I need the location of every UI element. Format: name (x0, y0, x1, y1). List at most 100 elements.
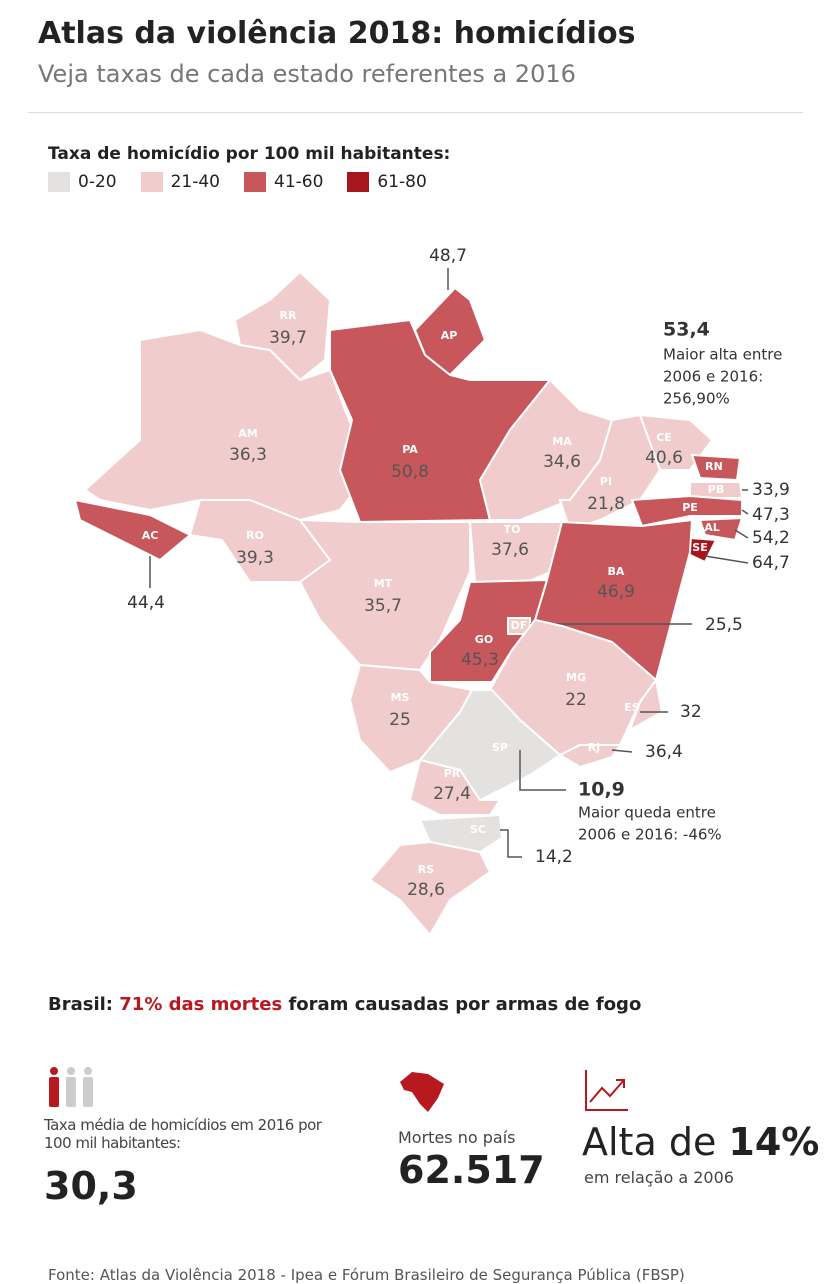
leader-line (519, 750, 566, 791)
legend-label: 41-60 (274, 172, 324, 192)
headline-rest: foram causadas por armas de fogo (288, 994, 642, 1015)
state-code: RR (280, 309, 297, 322)
state-value: 14,2 (535, 847, 573, 867)
legend-title: Taxa de homicídio por 100 mil habitantes… (48, 144, 451, 164)
state-value: 25,5 (705, 615, 743, 635)
state-value: 35,7 (364, 596, 402, 616)
state-value: 10,9 (578, 779, 625, 801)
note-line: 256,90% (663, 390, 730, 408)
state (418, 689, 562, 802)
state-value: 34,6 (543, 452, 581, 472)
state-code: GO (475, 633, 493, 646)
legend-item: 61-80 (347, 172, 427, 192)
state-code: BA (608, 565, 625, 578)
state-value: 64,7 (752, 553, 790, 573)
state-value: 39,3 (236, 548, 274, 568)
state-code: RS (418, 863, 434, 876)
rise-value: 14% (728, 1120, 820, 1164)
state-code: SC (470, 823, 486, 836)
state-value: 44,4 (127, 593, 165, 613)
state (429, 578, 549, 683)
legend-swatch (140, 172, 163, 192)
state (418, 813, 504, 854)
state-value: 50,8 (391, 462, 429, 482)
state-code: MS (391, 691, 410, 704)
state-value: 37,6 (491, 540, 529, 560)
state-value: 47,3 (752, 505, 790, 525)
state (408, 758, 502, 816)
state (557, 729, 631, 769)
note-line: Maior alta entre (663, 346, 782, 364)
footer: Fonte: Atlas da Violência 2018 - Ipea e … (48, 1266, 685, 1284)
state-code: PA (402, 443, 418, 456)
rise-label: em relação a 2006 (584, 1168, 734, 1187)
state-code: MA (552, 435, 572, 448)
state-code: PE (682, 501, 698, 514)
title: Atlas da violência 2018: homicídios (38, 16, 636, 51)
state-code: AC (142, 529, 159, 542)
leader-line (741, 509, 749, 515)
rise: Alta de 14% (582, 1120, 819, 1164)
legend-item: 21-40 (140, 172, 220, 192)
state-value: 39,7 (269, 328, 307, 348)
state-value: 54,2 (752, 528, 790, 548)
legend-item: 41-60 (244, 172, 323, 192)
state (690, 453, 742, 482)
legend-label: 21-40 (170, 172, 220, 192)
state (698, 516, 744, 542)
note-line: 2006 e 2016: (663, 368, 763, 386)
headline-lead: Brasil: (48, 994, 113, 1015)
state-value: 48,7 (429, 246, 467, 266)
state-code: PB (708, 483, 724, 496)
state-code: RN (705, 460, 723, 473)
state-code: MG (566, 671, 586, 684)
deaths-value: 62.517 (398, 1148, 545, 1192)
state (83, 328, 372, 522)
legend-label: 0-20 (78, 172, 117, 192)
state-value: 22 (565, 690, 587, 710)
subtitle: Veja taxas de cada estado referentes a 2… (38, 60, 576, 88)
divider (28, 112, 803, 113)
state-code: RJ (588, 741, 601, 754)
legend-swatch (347, 172, 370, 192)
trend-icon (585, 1070, 628, 1111)
state-code: SE (692, 541, 707, 554)
note-line: Maior queda entre (578, 804, 716, 822)
state-value: 33,9 (752, 480, 790, 500)
state-code: DF (511, 619, 528, 632)
leader-line (500, 829, 522, 858)
rate-label: Taxa média de homicídios em 2016 por 100… (44, 1116, 322, 1152)
state-code: PI (600, 475, 612, 488)
legend-item: 0-20 (48, 172, 117, 192)
brazil-icon (400, 1072, 444, 1112)
legend-swatch (48, 172, 70, 192)
state-code: TO (504, 523, 521, 536)
state-value: 21,8 (587, 494, 625, 514)
state-value: 36,3 (229, 445, 267, 465)
rise-prefix: Alta de (582, 1120, 717, 1164)
state-value: 46,9 (597, 582, 635, 602)
state (368, 840, 492, 937)
note-line: 2006 e 2016: -46% (578, 826, 722, 844)
state (478, 378, 614, 521)
state-code: RO (246, 529, 264, 542)
state-value: 28,6 (407, 880, 445, 900)
state-value: 27,4 (433, 784, 471, 804)
state-value: 53,4 (663, 319, 710, 341)
headline-highlight: 71% das mortes (119, 994, 283, 1015)
legend-swatch (244, 172, 266, 192)
state-value: 25 (389, 710, 411, 730)
state-code: AP (441, 329, 458, 342)
state-code: AL (704, 521, 720, 534)
state-code: CE (656, 431, 672, 444)
leader-line (734, 529, 749, 539)
legend: 0-20 21-40 41-60 61-80 (48, 172, 427, 192)
map: RR 39,7 AP 48,7 AM 36,3 PA 50,8 AC 44,4 RO 39,3 MT 35… (73, 246, 790, 937)
state-value: 36,4 (645, 742, 683, 762)
state-value: 40,6 (645, 448, 683, 468)
deaths-label: Mortes no país (398, 1128, 516, 1147)
state-code: MT (374, 577, 393, 590)
state-code: AM (238, 427, 257, 440)
legend-label: 61-80 (377, 172, 427, 192)
